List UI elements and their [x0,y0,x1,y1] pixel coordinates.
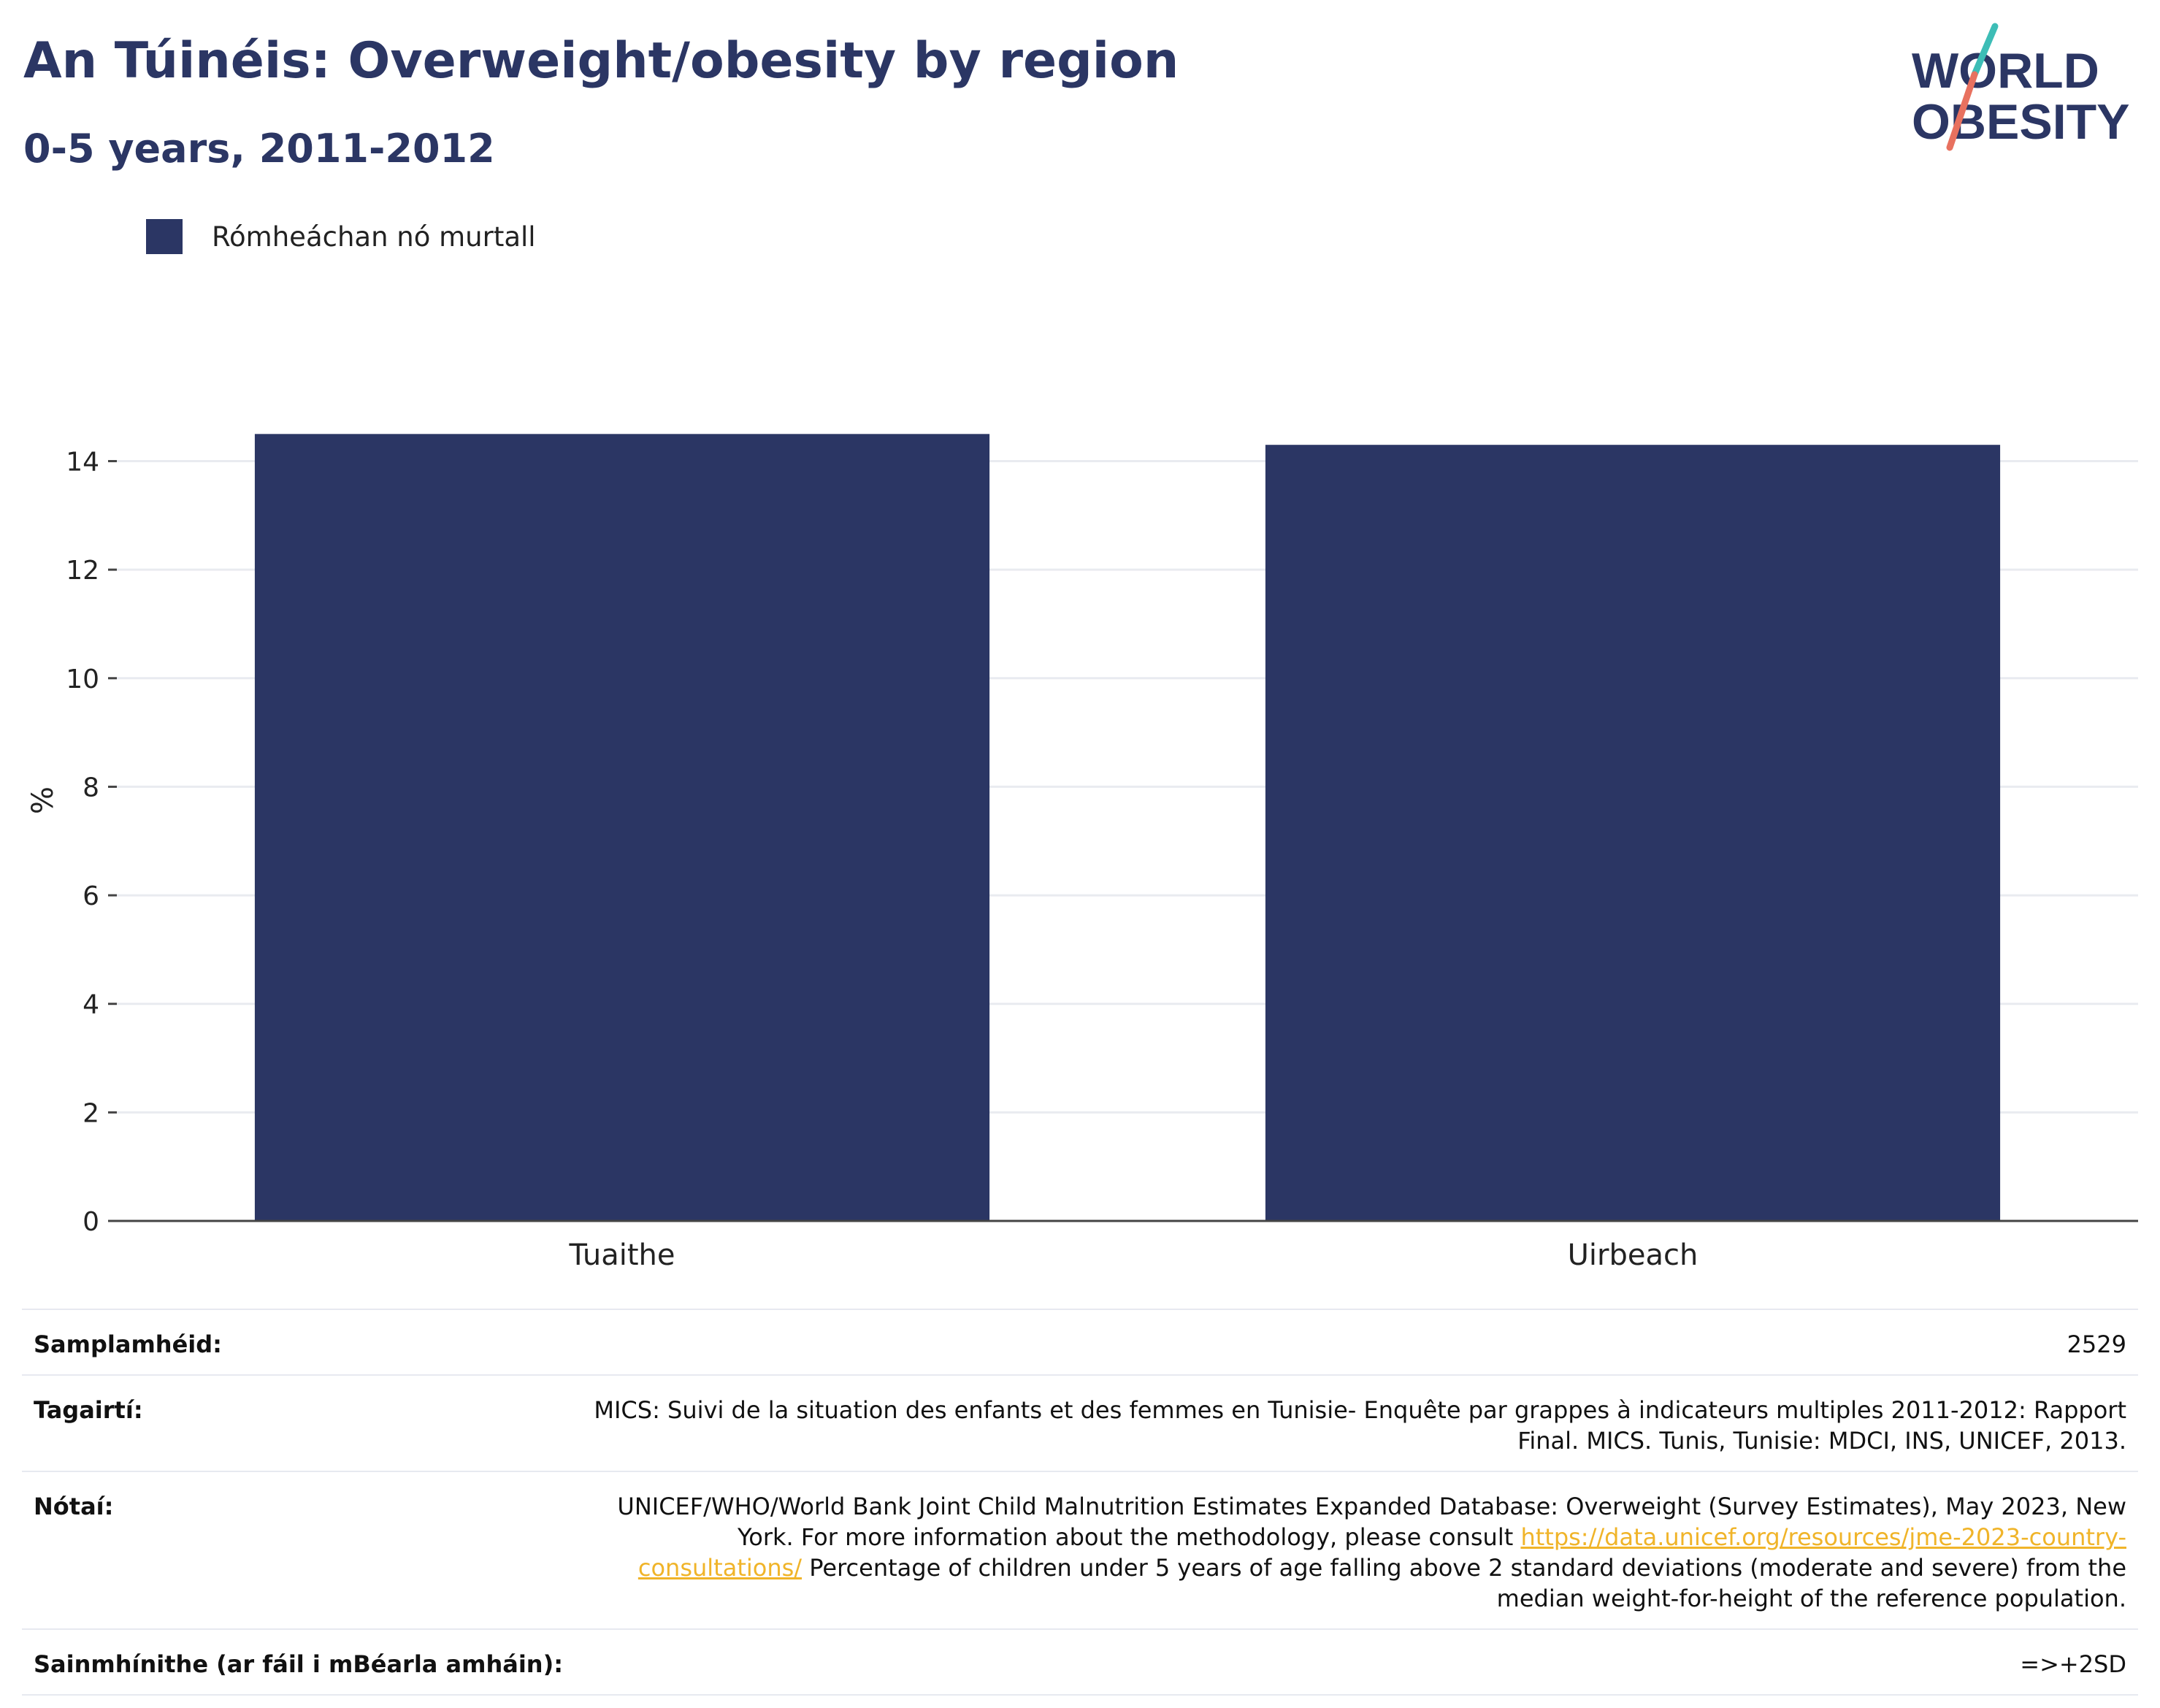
info-row-references: Tagairtí: MICS: Suivi de la situation de… [22,1376,2138,1472]
logo-slash-top [1971,23,1999,78]
y-tick-label: 10 [66,665,99,694]
definitions-value: =>+2SD [2020,1650,2126,1678]
logo-text-world: WORLD [1912,43,2099,99]
y-tick-label: 6 [83,881,99,911]
bar-uirbeach [1265,445,2001,1222]
chart-title: An Túinéis: Overweight/obesity by region [23,32,1179,90]
info-row-sample-size: Samplamhéid: 2529 [22,1310,2138,1376]
x-tick-label: Uirbeach [1568,1238,1698,1272]
methodology-link[interactable]: https://data.unicef.org/resources/jme-20… [637,1523,2126,1582]
y-tick-label: 0 [83,1207,99,1237]
y-tick-label: 14 [66,447,99,477]
sample-size-label: Samplamhéid: [34,1330,222,1358]
chart-subtitle: 0-5 years, 2011-2012 [23,126,495,172]
bar-chart: 0 2 4 6 8 10 12 14% Tuaithe Uirbeach [26,434,2138,1272]
y-axis-label: % [26,786,60,814]
world-obesity-logo: WORLD OBESITY [1912,23,2130,151]
legend-label: Rómheáchan nó murtall [212,221,536,253]
references-label: Tagairtí: [34,1396,143,1424]
legend-swatch [146,219,183,254]
sample-size-value: 2529 [2067,1330,2126,1358]
notes-text-before: UNICEF/WHO/World Bank Joint Child Malnut… [617,1493,2126,1551]
info-row-notes: Nótaí: UNICEF/WHO/World Bank Joint Child… [22,1472,2138,1630]
bar-tuaithe [254,434,990,1222]
y-tick-label: 4 [83,990,99,1020]
chart-legend[interactable]: Rómheáchan nó murtall [146,216,536,257]
references-value: MICS: Suivi de la situation des enfants … [594,1396,2126,1455]
info-row-definitions: Sainmhínithe (ar fáil i mBéarla amháin):… [22,1630,2138,1696]
y-tick-label: 2 [83,1098,99,1128]
definitions-label: Sainmhínithe (ar fáil i mBéarla amháin): [34,1650,563,1678]
logo-slash-bottom [1946,71,1978,151]
notes-value: UNICEF/WHO/World Bank Joint Child Malnut… [593,1491,2126,1614]
notes-text-after: Percentage of children under 5 years of … [802,1554,2126,1612]
y-tick-label: 12 [66,556,99,586]
logo-text-obesity: OBESITY [1912,94,2130,150]
x-tick-label: Tuaithe [569,1238,675,1272]
info-table: Samplamhéid: 2529 Tagairtí: MICS: Suivi … [22,1309,2138,1696]
y-tick-label: 8 [83,773,99,803]
notes-label: Nótaí: [34,1493,114,1520]
